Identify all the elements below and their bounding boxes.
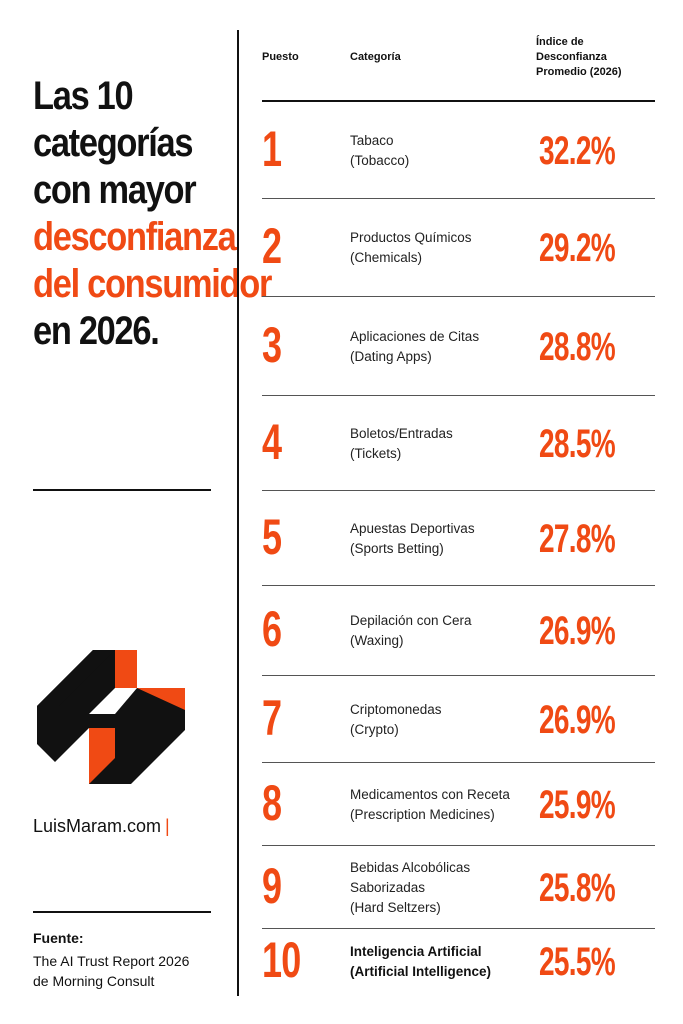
category-line: Criptomonedas [350, 701, 442, 717]
header-rule [262, 100, 655, 102]
table-row: 1 Tabaco (Tobacco) 32.2% [262, 102, 655, 199]
title-line: Las 10 [33, 74, 134, 118]
header-index-line: Promedio (2026) [536, 66, 622, 78]
distrust-value: 25.8% [539, 865, 616, 910]
rank-number: 1 [262, 120, 282, 177]
page-title: Las 10 categorías con mayor desconfianza… [33, 73, 272, 355]
title-line: en 2026. [33, 309, 160, 353]
table-row: 10 Inteligencia Artificial (Artificial Int… [262, 929, 655, 995]
category-label: Medicamentos con Receta (Prescription Med… [350, 785, 525, 825]
row-separator [262, 490, 655, 491]
distrust-value: 26.9% [539, 697, 616, 742]
table-row: 2 Productos Químicos (Chemicals) 29.2% [262, 199, 655, 297]
category-label: Inteligencia Artificial (Artificial Intel… [350, 942, 525, 982]
rank-number: 10 [262, 932, 301, 988]
row-separator [262, 585, 655, 586]
source-line: de Morning Consult [33, 973, 155, 989]
left-panel: Las 10 categorías con mayor desconfianza… [0, 0, 272, 1024]
header-rank: Puesto [262, 51, 299, 63]
category-line: Depilación con Cera [350, 613, 472, 628]
table-row: 8 Medicamentos con Receta (Prescription Me… [262, 763, 655, 846]
title-line-accent: del consumidor [33, 262, 272, 306]
source-line: The AI Trust Report 2026 [33, 953, 190, 969]
divider [33, 911, 211, 913]
row-separator [262, 845, 655, 846]
table-row: 7 Criptomonedas (Crypto) 26.9% [262, 676, 655, 763]
table-row: 5 Apuestas Deportivas (Sports Betting) 27.8… [262, 491, 655, 586]
row-separator [262, 675, 655, 676]
title-line: con mayor [33, 168, 197, 212]
rank-number: 4 [262, 413, 282, 470]
category-line: (Dating Apps) [350, 348, 432, 364]
distrust-value: 28.8% [539, 324, 616, 369]
distrust-value: 28.5% [539, 421, 616, 466]
header-index: Índice de Desconfianza Promedio (2026) [536, 35, 646, 80]
category-line: (Artificial Intelligence) [350, 964, 492, 979]
header-index-line: Índice de [536, 36, 584, 48]
category-label: Aplicaciones de Citas (Dating Apps) [350, 327, 525, 367]
category-label: Depilación con Cera (Waxing) [350, 611, 525, 651]
category-line: (Tobacco) [350, 152, 410, 168]
distrust-value: 32.2% [539, 128, 616, 173]
category-line: (Prescription Medicines) [350, 806, 495, 822]
row-separator [262, 198, 655, 199]
category-label: Apuestas Deportivas (Sports Betting) [350, 519, 525, 559]
category-label: Tabaco (Tobacco) [350, 131, 525, 171]
source-text: The AI Trust Report 2026 de Morning Cons… [33, 951, 223, 991]
category-label: Bebidas Alcobólicas Saborizadas (Hard Selt… [350, 858, 525, 918]
distrust-value: 26.9% [539, 609, 616, 653]
rank-number: 8 [262, 774, 282, 831]
source-label: Fuente: [33, 930, 84, 946]
rank-number: 5 [262, 508, 282, 565]
header-index-line: Desconfianza [536, 51, 607, 63]
distrust-value: 25.5% [539, 940, 616, 984]
category-line: Inteligencia Artificial [350, 944, 482, 959]
rank-number: 9 [262, 857, 282, 914]
title-line-accent: desconfianza [33, 215, 237, 259]
category-line: Boletos/Entradas [350, 425, 453, 441]
category-line: (Chemicals) [350, 250, 423, 265]
category-line: Medicamentos con Receta [350, 786, 510, 802]
distrust-value: 25.9% [539, 782, 616, 827]
luismaram-logo-icon [37, 650, 185, 784]
title-line: categorías [33, 121, 193, 165]
rank-number: 2 [262, 218, 282, 274]
row-separator [262, 395, 655, 396]
category-line: Bebidas Alcobólicas [350, 859, 471, 875]
category-line: Saborizadas [350, 879, 426, 895]
vertical-divider [237, 30, 239, 996]
category-line: Aplicaciones de Citas [350, 328, 480, 344]
table-row: 9 Bebidas Alcobólicas Saborizadas (Hard Sel… [262, 846, 655, 929]
header-category: Categoría [350, 51, 401, 63]
category-line: (Sports Betting) [350, 540, 444, 556]
divider [33, 489, 211, 491]
row-separator [262, 296, 655, 297]
category-line: Apuestas Deportivas [350, 520, 475, 536]
category-label: Productos Químicos (Chemicals) [350, 228, 525, 268]
brand-bar: | [165, 816, 170, 836]
table-row: 3 Aplicaciones de Citas (Dating Apps) 28.8% [262, 297, 655, 396]
distrust-value: 27.8% [539, 516, 616, 561]
category-line: (Waxing) [350, 633, 404, 648]
category-line: Tabaco [350, 132, 394, 148]
category-line: (Tickets) [350, 445, 402, 461]
table-row: 4 Boletos/Entradas (Tickets) 28.5% [262, 396, 655, 491]
row-separator [262, 762, 655, 763]
brand-text: LuisMaram.com [33, 816, 162, 836]
distrust-value: 29.2% [539, 226, 616, 270]
category-label: Boletos/Entradas (Tickets) [350, 424, 525, 464]
category-line: Productos Químicos [350, 230, 472, 245]
row-separator [262, 928, 655, 929]
category-line: (Crypto) [350, 721, 399, 737]
brand-name: LuisMaram.com | [33, 816, 170, 837]
table-row: 6 Depilación con Cera (Waxing) 26.9% [262, 586, 655, 676]
category-line: (Hard Seltzers) [350, 899, 441, 915]
rank-number: 7 [262, 689, 282, 746]
rank-number: 3 [262, 316, 282, 373]
category-label: Criptomonedas (Crypto) [350, 700, 525, 740]
rank-number: 6 [262, 601, 282, 657]
